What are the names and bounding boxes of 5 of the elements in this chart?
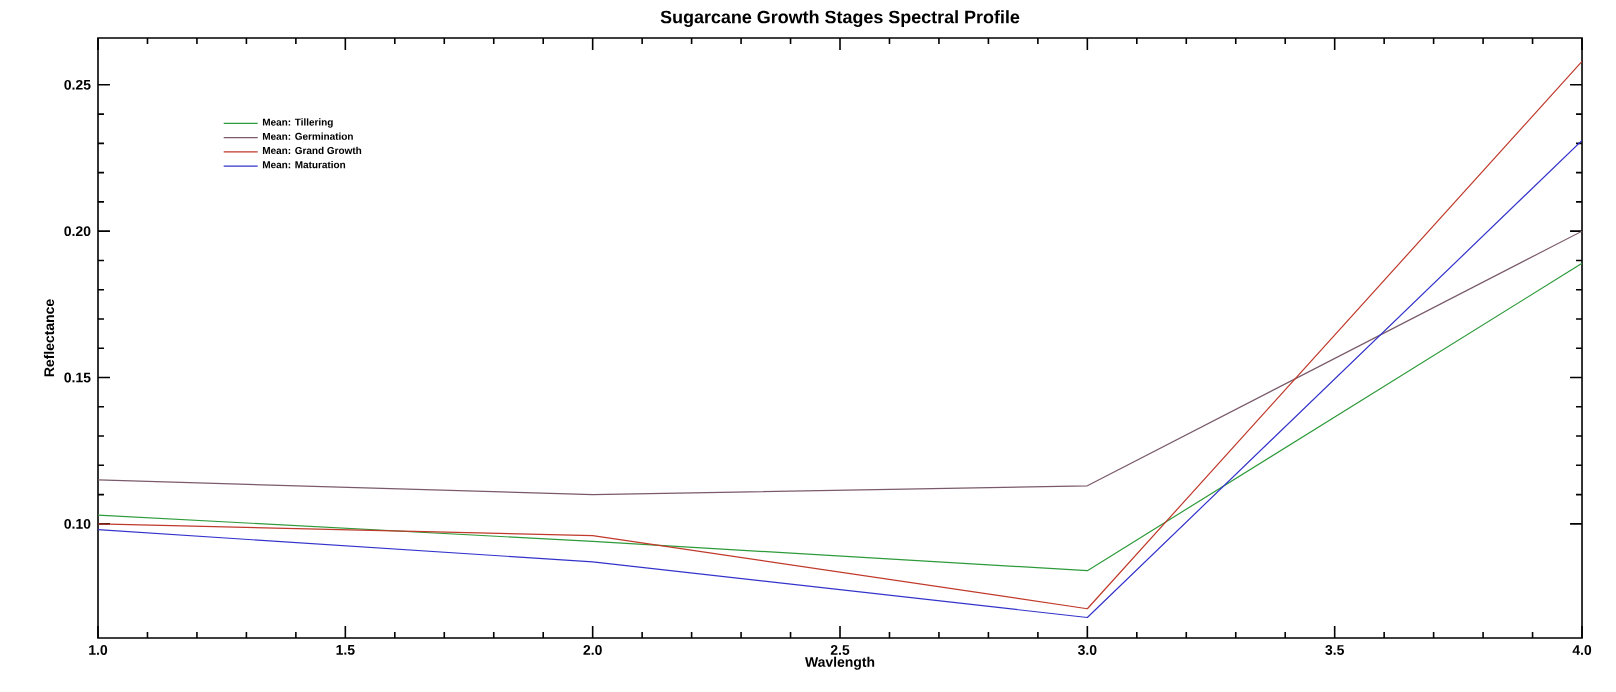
line-series bbox=[98, 139, 1583, 619]
line-series bbox=[98, 262, 1583, 572]
chart-title: Sugarcane Growth Stages Spectral Profile bbox=[660, 10, 1020, 27]
line-series bbox=[98, 60, 1583, 610]
line-series bbox=[98, 230, 1583, 496]
